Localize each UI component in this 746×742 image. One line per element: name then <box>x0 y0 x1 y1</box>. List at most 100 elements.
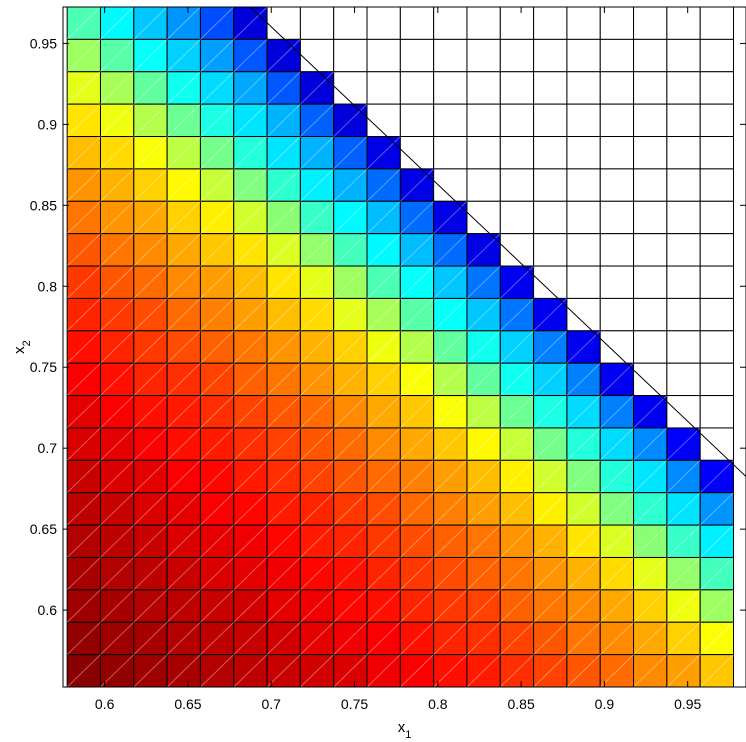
heatmap-cell <box>99 459 135 494</box>
heatmap-cell <box>199 459 235 494</box>
heatmap-cell <box>666 136 701 170</box>
cell-diagonal <box>66 168 101 202</box>
cell-diagonal <box>433 589 468 623</box>
heatmap-cell <box>633 362 668 397</box>
cell-diagonal <box>666 460 701 494</box>
cell-diagonal <box>333 103 368 137</box>
cell-diagonal <box>366 492 401 526</box>
cell-diagonal <box>133 6 168 40</box>
cell-diagonal <box>133 621 168 655</box>
heatmap-cell <box>199 492 235 526</box>
cell-diagonal <box>499 265 534 299</box>
cell-diagonal <box>166 103 201 137</box>
cell-diagonal <box>566 589 601 623</box>
heatmap-cell <box>99 38 135 73</box>
heatmap-cell <box>533 6 568 40</box>
heatmap-cell <box>166 654 201 688</box>
cell-diagonal <box>466 654 501 688</box>
cell-diagonal <box>133 589 168 623</box>
cell-diagonal <box>233 460 268 494</box>
heatmap-cell <box>533 589 568 623</box>
cell-diagonal <box>433 265 468 299</box>
cell-diagonal <box>266 233 301 267</box>
heatmap-cell <box>633 492 668 526</box>
heatmap-cell <box>366 168 401 202</box>
cell-diagonal <box>599 524 634 558</box>
y-tick-label: 0.9 <box>38 116 58 132</box>
cell-diagonal <box>533 654 568 688</box>
heatmap-cell <box>333 589 368 623</box>
heatmap-cell <box>266 330 301 364</box>
heatmap-cell <box>133 200 168 235</box>
heatmap-cell <box>133 233 168 267</box>
heatmap-cell <box>333 556 368 591</box>
cell-diagonal <box>400 233 434 267</box>
heatmap-cell <box>199 168 235 202</box>
cell-diagonal <box>433 362 468 396</box>
heatmap-cell <box>266 297 301 332</box>
cell-diagonal <box>300 362 335 396</box>
heatmap-cell <box>699 362 735 397</box>
cell-diagonal <box>66 654 101 688</box>
cell-diagonal <box>466 395 501 429</box>
cell-diagonal <box>133 136 168 170</box>
cell-diagonal <box>499 427 534 461</box>
cell-diagonal <box>200 654 235 688</box>
cell-diagonal <box>633 492 668 526</box>
heatmap-cell <box>299 621 335 656</box>
cell-diagonal <box>66 524 101 558</box>
heatmap-cell <box>599 233 635 267</box>
heatmap-cell <box>399 265 435 299</box>
cell-diagonal <box>233 265 268 299</box>
cell-diagonal <box>533 362 568 396</box>
cell-diagonal <box>533 621 568 655</box>
cell-diagonal <box>633 589 668 623</box>
cell-diagonal <box>366 200 401 234</box>
cell-diagonal <box>166 200 201 234</box>
heatmap-cell <box>133 38 168 73</box>
heatmap-cell <box>666 556 701 591</box>
heatmap-cell <box>99 427 135 461</box>
heatmap-cell <box>633 524 668 558</box>
heatmap-cell <box>566 38 601 73</box>
heatmap-cell <box>333 395 368 429</box>
cell-diagonal <box>699 589 734 623</box>
heatmap-cell <box>366 556 401 591</box>
cell-diagonal <box>133 362 168 396</box>
heatmap-cell <box>299 6 335 40</box>
heatmap-cell <box>633 6 668 40</box>
cell-diagonal <box>100 39 135 73</box>
heatmap-cell <box>666 233 701 267</box>
cell-diagonal <box>100 330 135 364</box>
heatmap-cell <box>166 621 201 656</box>
heatmap-cell <box>333 297 368 332</box>
heatmap-cell <box>699 168 735 202</box>
heatmap-cell <box>666 362 701 397</box>
cell-diagonal <box>166 6 201 40</box>
cell-diagonal <box>333 492 368 526</box>
cell-diagonal <box>100 557 135 591</box>
cell-diagonal <box>400 621 434 655</box>
cell-diagonal <box>466 589 501 623</box>
heatmap-cell <box>566 200 601 235</box>
heatmap-cell <box>266 556 301 591</box>
cell-diagonal <box>133 39 168 73</box>
heatmap-cell <box>66 524 101 558</box>
heatmap-cell <box>499 6 535 40</box>
heatmap-cell <box>433 136 468 170</box>
cell-diagonal <box>233 362 268 396</box>
heatmap-cell <box>399 6 435 40</box>
cell-diagonal <box>366 168 401 202</box>
cell-diagonal <box>133 233 168 267</box>
heatmap-cell <box>133 492 168 526</box>
cell-diagonal <box>466 460 501 494</box>
cell-diagonal <box>566 395 601 429</box>
cell-diagonal <box>266 200 301 234</box>
cell-diagonal <box>100 298 135 332</box>
cell-diagonal <box>599 589 634 623</box>
heatmap-cell <box>333 71 368 105</box>
cell-diagonal <box>533 492 568 526</box>
heatmap-cell <box>233 492 268 526</box>
heatmap-cell <box>133 556 168 591</box>
heatmap-cell <box>299 136 335 170</box>
